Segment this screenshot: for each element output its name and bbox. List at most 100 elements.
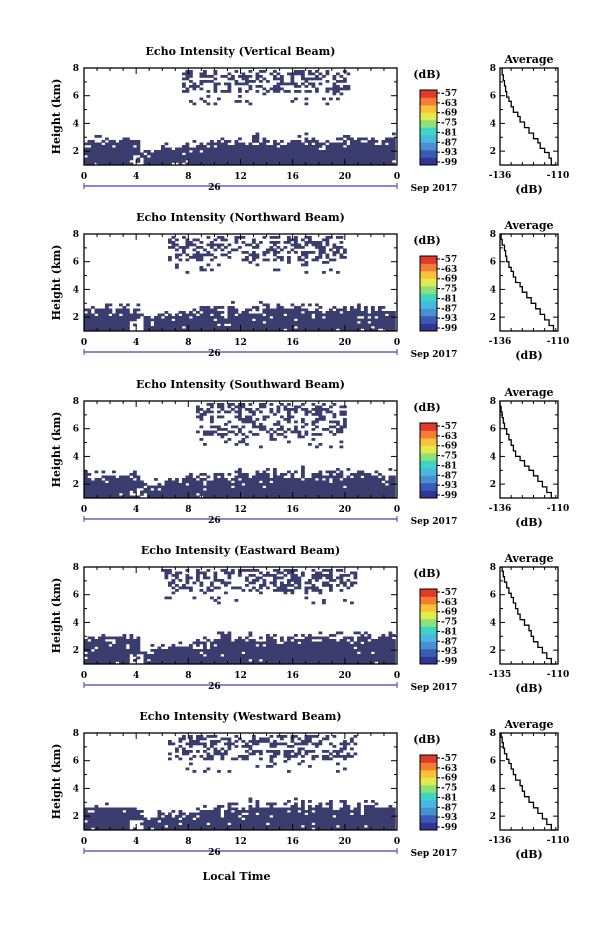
echo-cell	[297, 160, 302, 163]
echo-cell	[339, 428, 344, 431]
echo-cell	[276, 420, 281, 424]
echo-cell	[364, 147, 368, 151]
echo-cell	[196, 574, 200, 577]
echo-cell	[203, 308, 207, 312]
echo-cell	[388, 488, 393, 491]
echo-cell	[108, 490, 113, 494]
echo-cell	[350, 473, 354, 476]
echo-cell	[101, 152, 106, 156]
echo-cell	[140, 651, 144, 655]
echo-cell	[206, 236, 211, 239]
echo-cell	[287, 318, 291, 322]
echo-cell	[157, 827, 162, 831]
echo-cell	[322, 261, 326, 264]
echo-cell	[213, 579, 218, 582]
echo-cell	[290, 490, 295, 494]
echo-cell	[308, 485, 312, 489]
echo-cell	[175, 147, 179, 151]
echo-cell	[91, 644, 95, 647]
echo-cell	[101, 162, 106, 166]
echo-cell	[280, 321, 284, 324]
echo-cell	[280, 586, 284, 590]
echo-cell	[297, 140, 302, 143]
echo-cell	[101, 321, 106, 324]
echo-cell	[388, 483, 393, 486]
colorbar-segment	[420, 90, 437, 98]
echo-cell	[308, 147, 312, 151]
echo-cell	[259, 80, 263, 83]
echo-cell	[283, 478, 288, 481]
echo-cell	[126, 654, 130, 657]
echo-cell	[318, 571, 323, 575]
echo-cell	[360, 493, 365, 496]
echo-cell	[252, 807, 256, 811]
echo-cell	[378, 485, 382, 489]
echo-cell	[220, 408, 225, 411]
echo-cell	[287, 152, 291, 156]
echo-cell	[122, 150, 127, 153]
echo-cell	[115, 644, 120, 647]
echo-cell	[273, 248, 277, 252]
echo-cell	[199, 817, 204, 821]
echo-cell	[343, 311, 347, 314]
echo-cell	[101, 326, 106, 329]
echo-cell	[381, 475, 386, 479]
echo-cell	[231, 757, 235, 761]
echo-cell	[385, 157, 389, 161]
echo-cell	[175, 584, 179, 587]
echo-cell	[164, 569, 169, 572]
echo-cell	[196, 326, 200, 329]
echo-cell	[224, 155, 228, 158]
echo-cell	[294, 428, 298, 431]
echo-cell	[294, 485, 298, 489]
echo-cell	[203, 750, 207, 753]
echo-cell	[203, 810, 207, 813]
echo-cell	[290, 646, 295, 650]
echo-cell	[283, 473, 288, 476]
echo-cell	[273, 318, 277, 322]
echo-cell	[213, 649, 218, 652]
echo-cell	[231, 408, 235, 411]
echo-cell	[287, 440, 291, 444]
echo-cell	[147, 485, 151, 489]
echo-cell	[112, 646, 116, 650]
echo-cell	[248, 70, 253, 73]
echo-cell	[210, 253, 214, 257]
echo-cell	[119, 475, 123, 479]
echo-cell	[325, 323, 330, 327]
echo-cell	[245, 313, 249, 317]
echo-cell	[217, 405, 221, 409]
echo-cell	[308, 328, 312, 332]
echo-cell	[360, 634, 365, 637]
echo-cell	[301, 318, 305, 322]
echo-cell	[297, 72, 302, 76]
echo-cell	[290, 636, 295, 640]
echo-cell	[119, 321, 123, 324]
echo-cell	[154, 485, 158, 489]
colorbar-frame	[419, 588, 438, 665]
echo-cell	[318, 311, 323, 314]
echo-cell	[238, 328, 242, 332]
echo-cell	[185, 475, 190, 479]
echo-cell	[290, 654, 295, 657]
echo-cell	[248, 160, 253, 163]
echo-cell	[248, 420, 253, 424]
echo-cell	[315, 646, 319, 650]
echo-cell	[346, 485, 351, 489]
echo-cell	[168, 155, 172, 158]
echo-cell	[224, 326, 228, 329]
echo-cell	[231, 313, 235, 317]
echo-cell	[304, 651, 309, 655]
echo-cell	[283, 160, 288, 163]
colorbar-tick-label: -63	[441, 265, 457, 275]
echo-cell	[276, 571, 281, 575]
echo-cell	[339, 651, 344, 655]
echo-cell	[304, 321, 309, 324]
echo-cell	[273, 490, 277, 494]
echo-cell	[210, 318, 214, 322]
echo-cell	[332, 150, 337, 153]
echo-cell	[252, 413, 256, 416]
echo-cell	[294, 579, 298, 582]
echo-cell	[322, 574, 326, 577]
echo-cell	[315, 490, 319, 494]
